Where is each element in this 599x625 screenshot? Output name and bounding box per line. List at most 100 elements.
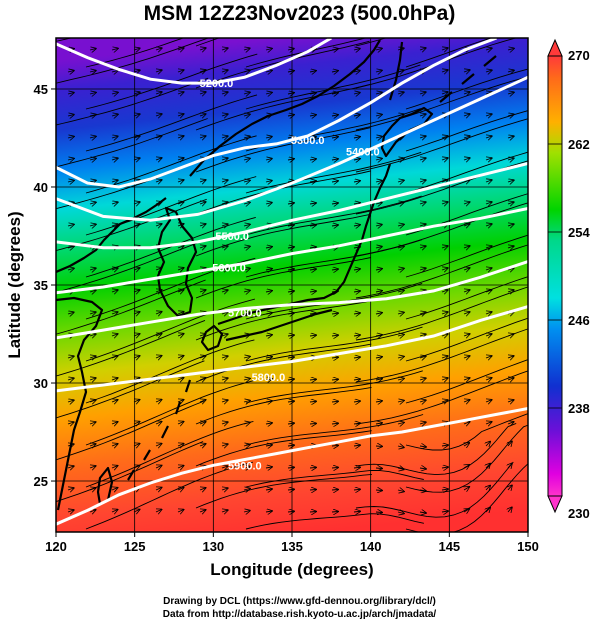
wind-arrow [353,137,360,138]
wind-arrow [463,290,470,292]
streamline [85,38,185,68]
wind-arrow [221,510,228,512]
wind-arrow [221,224,228,226]
wind-arrow [507,400,514,402]
streamline [405,68,528,110]
wind-arrow [375,70,382,72]
streamline [195,257,371,299]
colorbar-max-arrow [547,38,563,57]
wind-arrow [265,379,272,380]
wind-arrow [111,356,118,358]
wind-arrow [89,312,96,314]
wind-arrow [397,224,404,226]
wind-arrow [309,335,316,336]
wind-arrow [89,466,96,468]
streamline [56,360,205,419]
wind-arrow [463,334,470,336]
wind-arrow [309,225,316,226]
wind-arrow [156,444,162,446]
wind-arrow [463,202,470,204]
wind-arrow [485,246,492,248]
wind-arrow [243,246,250,248]
wind-arrow [243,202,250,204]
wind-arrow [112,510,118,512]
wind-arrow [419,136,426,138]
wind-arrow [199,202,206,204]
wind-arrow [199,70,206,72]
wind-arrow [419,48,426,50]
wind-arrow [221,158,228,160]
wind-arrow [397,490,404,492]
wind-arrow [375,379,382,380]
wind-arrow [287,93,294,94]
wind-arrow [463,312,470,314]
wind-arrow [441,290,448,292]
wind-arrow [243,357,250,359]
wind-arrow [331,159,338,160]
wind-arrow [485,224,492,226]
wind-arrow [331,269,338,270]
wind-arrow [243,136,250,138]
wind-arrow [287,49,294,50]
wind-arrow [375,357,382,358]
colorbar-tick-label: 254 [568,225,590,240]
wind-arrow [353,467,360,468]
contour-line [56,407,528,526]
wind-arrow [397,446,404,447]
streamline [245,326,423,362]
wind-arrow [199,488,206,490]
wind-arrow [309,159,316,160]
wind-arrow [155,180,162,182]
wind-arrow [111,312,118,314]
wind-arrow [221,356,228,358]
streamline [245,151,422,194]
wind-arrow [463,136,470,138]
wind-arrow [309,512,316,513]
wind-arrow [441,445,448,446]
streamline [56,118,208,168]
wind-arrow [419,202,426,204]
wind-arrow [353,401,360,402]
wind-arrow [331,379,338,380]
wind-arrow [243,158,250,160]
colorbar-min-label: 230 [568,506,590,521]
wind-arrow [155,92,162,94]
wind-arrow [287,379,294,380]
wind-arrow [485,92,492,94]
wind-arrow [89,202,96,204]
wind-arrow [156,466,162,469]
wind-arrow [441,312,448,314]
wind-arrow [221,202,228,204]
streamline [85,339,255,404]
wind-arrow [419,400,426,402]
streamline [195,386,372,425]
wind-arrow [287,203,294,204]
wind-arrow [507,246,514,248]
wind-arrow [419,268,426,270]
streamline [355,76,528,131]
x-tick-label: 130 [202,539,224,554]
wind-arrow [441,180,448,182]
wind-arrow [309,291,316,292]
y-tick-label: 30 [34,376,48,391]
wind-arrow [331,512,338,513]
wind-arrow [178,488,184,490]
streamline [85,420,254,488]
wind-arrow [397,92,404,94]
wind-arrow [287,115,294,116]
y-tick-label: 25 [34,474,48,489]
wind-arrow [353,511,360,512]
wind-arrow [111,114,118,116]
wind-arrow [485,268,492,270]
streamline [195,83,371,131]
wind-arrow [507,334,514,336]
wind-arrow [331,401,338,402]
credit-data-source: Data from http://database.rish.kyoto-u.a… [162,609,437,620]
wind-arrow [441,334,448,336]
wind-arrow [243,268,250,270]
wind-arrow [221,180,228,182]
wind-arrow [309,137,316,138]
wind-arrow [397,512,404,514]
wind-arrow [419,356,426,358]
wind-arrow [309,93,316,94]
